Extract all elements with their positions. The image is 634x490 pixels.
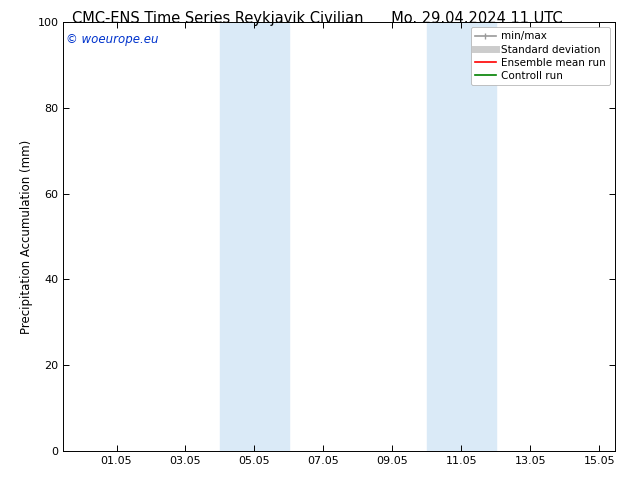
Text: CMC-ENS Time Series Reykjavik Civilian      Mo. 29.04.2024 11 UTC: CMC-ENS Time Series Reykjavik Civilian M… (72, 11, 562, 26)
Y-axis label: Precipitation Accumulation (mm): Precipitation Accumulation (mm) (20, 139, 34, 334)
Bar (427, 22, 496, 451)
Text: © woeurope.eu: © woeurope.eu (66, 33, 158, 46)
Bar (220, 22, 289, 451)
Legend: min/max, Standard deviation, Ensemble mean run, Controll run: min/max, Standard deviation, Ensemble me… (470, 27, 610, 85)
